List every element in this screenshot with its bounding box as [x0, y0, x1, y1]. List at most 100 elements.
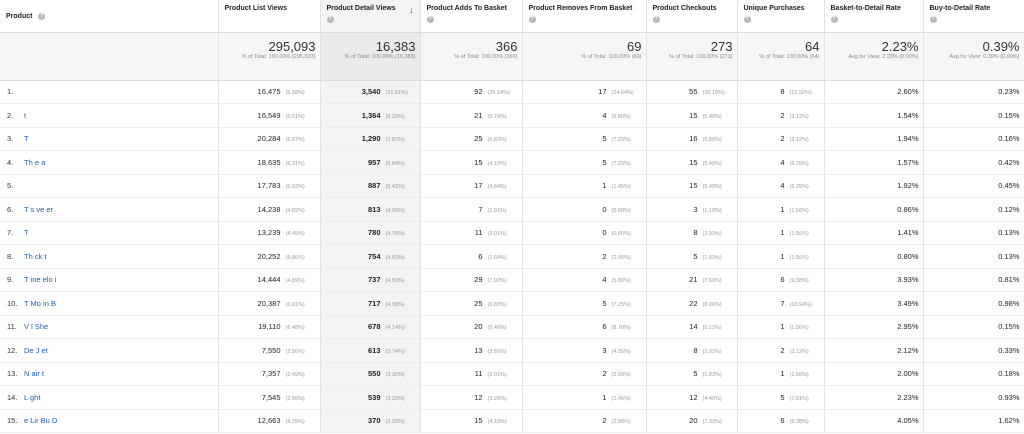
column-header-list-views[interactable]: Product List Views — [218, 0, 321, 33]
cell-value: 16,475 — [257, 87, 281, 97]
product-name-link[interactable]: T ine elo i — [24, 275, 57, 285]
cell-detail-views: 370 (2.26%) — [320, 409, 421, 433]
product-name-link[interactable]: De J et — [24, 345, 48, 355]
product-name-link[interactable]: T Mo in B — [24, 298, 56, 308]
help-icon[interactable]: ? — [326, 16, 334, 23]
cell-value: 0.15% — [998, 322, 1020, 332]
cell-checkouts: 5 (1.83%) — [646, 244, 738, 269]
cell-buy-to-detail: 0.93% — [923, 385, 1024, 410]
cell-percent: (2.56%) — [285, 395, 305, 402]
cell-percent: (8.06%) — [702, 301, 722, 308]
cell-basket-to-detail: 4.05% — [824, 409, 924, 433]
product-name-link[interactable]: Th e a — [24, 157, 46, 167]
cell-value: 0.80% — [897, 251, 919, 261]
total-subtext: % of Total: 100.00% (69) — [581, 53, 642, 60]
cell-percent: (7.69%) — [702, 278, 722, 285]
cell-value: 16,549 — [257, 110, 281, 120]
cell-purchases: 4 (6.25%) — [737, 150, 825, 175]
table-row: 12. De J et 7,550 (2.56%) 613 (3.74%) 13 (3.55%… — [0, 338, 1024, 363]
cell-percent: (12.50%) — [789, 90, 812, 97]
cell-value: 15 — [689, 181, 698, 191]
totals-purchases: 64% of Total: 100.00% (64) — [737, 32, 825, 81]
cell-percent: (0.00%) — [611, 207, 631, 214]
cell-list-views: 16,549 (5.61%) — [218, 103, 321, 128]
cell-checkouts: 14 (5.13%) — [646, 315, 738, 339]
help-icon[interactable]: ? — [743, 16, 751, 23]
cell-buy-to-detail: 0.33% — [923, 338, 1024, 363]
product-name-link[interactable]: t — [24, 110, 27, 120]
cell-basket-to-detail: 2.00% — [824, 362, 924, 386]
cell-value: 0.18% — [998, 369, 1020, 379]
product-name-link[interactable]: T s ve er — [24, 204, 54, 214]
column-header-purchases[interactable]: Unique Purchases ? — [737, 0, 825, 33]
help-icon[interactable]: ? — [929, 16, 937, 23]
product-name-link[interactable]: Th ck t — [24, 251, 47, 261]
help-icon[interactable]: ? — [426, 16, 434, 23]
cell-percent: (5.80%) — [611, 113, 631, 120]
product-name-link[interactable]: T — [24, 228, 29, 238]
help-icon[interactable]: ? — [830, 16, 838, 23]
cell-value: 7 — [478, 204, 483, 214]
cell-percent: (6.83%) — [487, 137, 507, 144]
cell-value: 7,550 — [261, 345, 281, 355]
cell-percent: (6.25%) — [789, 184, 809, 191]
total-subtext: % of Total: 100.00% (366) — [454, 53, 518, 60]
sort-descending-icon[interactable]: ↓ — [409, 5, 414, 15]
row-index: 6. — [7, 204, 14, 214]
cell-percent: (9.38%) — [789, 278, 809, 285]
cell-detail-views: 550 (3.36%) — [320, 362, 421, 386]
cell-percent: (1.45%) — [611, 184, 631, 191]
cell-removes: 5 (7.25%) — [522, 150, 647, 175]
product-name-link[interactable]: T — [24, 134, 29, 144]
cell-list-views: 13,239 (4.49%) — [218, 221, 321, 245]
cell-percent: (1.56%) — [789, 254, 809, 261]
product-cell: 3. T — [0, 127, 219, 151]
cell-percent: (1.45%) — [611, 395, 631, 402]
cell-basket-to-detail: 1.54% — [824, 103, 924, 128]
column-header-basket-to-detail[interactable]: Basket-to-Detail Rate ? — [824, 0, 924, 33]
column-header-product[interactable]: Product ? — [0, 0, 219, 33]
product-name-link[interactable]: N air t — [24, 369, 45, 379]
cell-percent: (4.89%) — [285, 278, 305, 285]
cell-value: 1.57% — [897, 157, 919, 167]
cell-checkouts: 21 (7.69%) — [646, 268, 738, 292]
column-header-label: Product Detail Views — [326, 5, 396, 12]
column-header-adds[interactable]: Product Adds To Basket ? — [420, 0, 523, 33]
cell-value: 17 — [598, 87, 607, 97]
cell-adds: 12 (3.28%) — [420, 385, 523, 410]
cell-percent: (2.93%) — [702, 231, 722, 238]
cell-value: 11 — [474, 369, 483, 379]
cell-buy-to-detail: 0.98% — [923, 291, 1024, 316]
cell-value: 2 — [602, 251, 607, 261]
cell-adds: 6 (1.64%) — [420, 244, 523, 269]
cell-percent: (2.56%) — [285, 348, 305, 355]
cell-removes: 3 (4.35%) — [522, 338, 647, 363]
help-icon[interactable]: ? — [38, 12, 46, 20]
column-header-removes[interactable]: Product Removes From Basket ? — [522, 0, 647, 33]
cell-percent: (5.74%) — [487, 113, 507, 120]
cell-value: 550 — [367, 369, 381, 379]
cell-removes: 0 (0.00%) — [522, 197, 647, 222]
cell-value: 0.98% — [998, 298, 1020, 308]
help-icon[interactable]: ? — [652, 16, 660, 23]
product-name-link[interactable]: e Lir Bu D — [24, 416, 58, 426]
cell-percent: (9.38%) — [789, 419, 809, 426]
cell-value: 3.93% — [897, 275, 919, 285]
cell-value: 15 — [689, 110, 698, 120]
cell-basket-to-detail: 0.86% — [824, 197, 924, 222]
cell-adds: 15 (4.10%) — [420, 150, 523, 175]
cell-percent: (5.49%) — [702, 113, 722, 120]
cell-buy-to-detail: 0.45% — [923, 174, 1024, 198]
cell-purchases: 1 (1.56%) — [737, 221, 825, 245]
column-header-checkouts[interactable]: Product Checkouts ? — [646, 0, 738, 33]
cell-percent: (1.56%) — [789, 231, 809, 238]
column-header-buy-to-detail[interactable]: Buy-to-Detail Rate ? — [923, 0, 1024, 33]
cell-percent: (7.25%) — [611, 301, 631, 308]
column-header-detail-views[interactable]: Product Detail Views ↓ ? — [320, 0, 421, 33]
help-icon[interactable]: ? — [528, 16, 536, 23]
cell-percent: (10.94%) — [789, 301, 812, 308]
cell-value: 14 — [689, 322, 698, 332]
cell-percent: (1.10%) — [702, 207, 722, 214]
product-name-link[interactable]: V l She — [24, 322, 49, 332]
product-name-link[interactable]: L ght — [24, 392, 41, 402]
